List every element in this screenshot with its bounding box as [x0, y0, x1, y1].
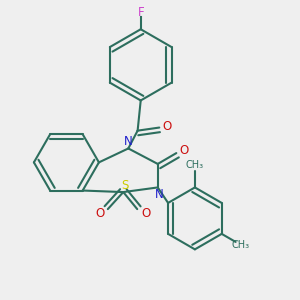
Text: O: O	[141, 207, 151, 220]
Text: O: O	[162, 119, 172, 133]
Text: CH₃: CH₃	[186, 160, 204, 170]
Text: N: N	[124, 135, 133, 148]
Text: O: O	[179, 143, 189, 157]
Text: CH₃: CH₃	[232, 240, 250, 250]
Text: O: O	[95, 207, 105, 220]
Text: F: F	[137, 6, 144, 19]
Text: S: S	[121, 179, 128, 192]
Text: N: N	[155, 188, 164, 201]
